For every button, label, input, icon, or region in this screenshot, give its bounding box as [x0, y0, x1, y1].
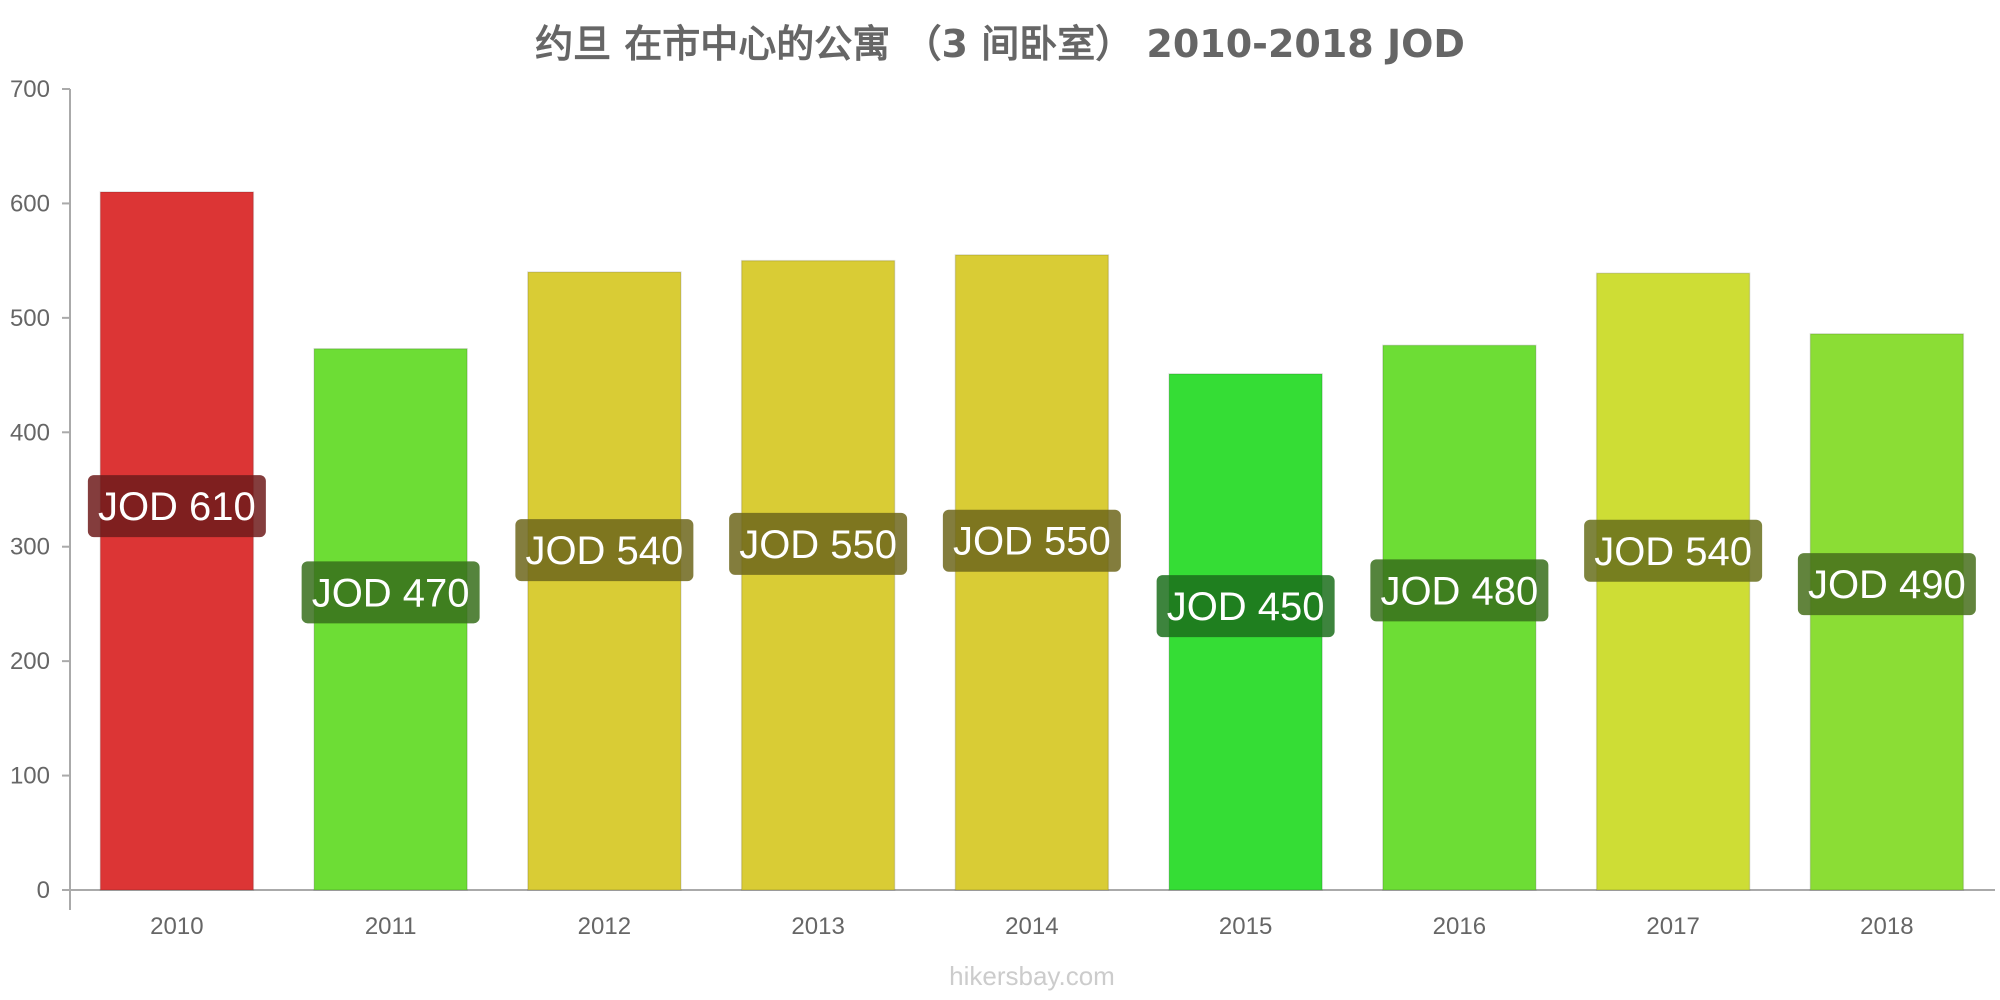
- bar-value-label-bg: [515, 519, 694, 582]
- bar-value-label: JOD 450: [1167, 585, 1325, 629]
- x-tick-label: 2010: [150, 913, 203, 940]
- y-tick-label: 600: [10, 190, 50, 217]
- value-labels: JOD 610 JOD 470 JOD 540 JOD 550 JOD 550 JOD 4…: [87, 475, 1976, 638]
- x-axis: 2010 2011 2012 2013 2014 2015 2016 2017 2018: [70, 889, 1995, 940]
- bar-value-label: JOD 540: [525, 529, 683, 573]
- chart-title: 约旦 在市中心的公寓 （3 间卧室） 2010-2018 JOD: [535, 22, 1465, 66]
- x-tick-label: 2012: [578, 913, 631, 940]
- bar-value-label-bg: [942, 509, 1121, 572]
- bar-value-label: JOD 490: [1808, 563, 1966, 607]
- bar-value-label: JOD 550: [739, 523, 897, 567]
- bar-value-label-bg: [1584, 519, 1763, 582]
- bar: [99, 191, 255, 891]
- x-tick-label: 2011: [365, 913, 417, 940]
- bar-value-label-bg: [301, 561, 480, 624]
- x-tick-label: 2017: [1646, 913, 1699, 940]
- y-tick-label: 200: [10, 648, 50, 675]
- bar-value-label-bg: [1797, 553, 1976, 616]
- bar: [954, 254, 1110, 891]
- bar-value-label: JOD 610: [98, 485, 256, 529]
- y-tick-label: 300: [10, 534, 50, 561]
- bar-value-label: JOD 470: [312, 571, 470, 615]
- y-tick-label: 0: [37, 877, 50, 904]
- bar-value-label-bg: [1370, 559, 1549, 622]
- bar-value-label: JOD 540: [1594, 530, 1752, 574]
- bar: [740, 259, 896, 891]
- x-tick-label: 2014: [1005, 913, 1058, 940]
- x-tick-label: 2015: [1219, 913, 1272, 940]
- y-tick-label: 500: [10, 305, 50, 332]
- bar-value-label: JOD 480: [1380, 569, 1538, 613]
- bar-value-label-bg: [729, 512, 908, 575]
- y-tick-label: 100: [10, 763, 50, 790]
- x-tick-label: 2016: [1433, 913, 1486, 940]
- bar-value-label-bg: [87, 475, 266, 538]
- y-axis: 0 100 200 300 400 500 600 700: [10, 76, 71, 910]
- bar-value-label-bg: [1156, 575, 1335, 638]
- y-tick-label: 400: [10, 419, 50, 446]
- x-tick-label: 2013: [791, 913, 844, 940]
- y-tick-label: 700: [10, 76, 50, 103]
- x-tick-label: 2018: [1860, 913, 1913, 940]
- watermark-text: hikersbay.com: [949, 961, 1115, 991]
- bar-value-label: JOD 550: [953, 520, 1111, 564]
